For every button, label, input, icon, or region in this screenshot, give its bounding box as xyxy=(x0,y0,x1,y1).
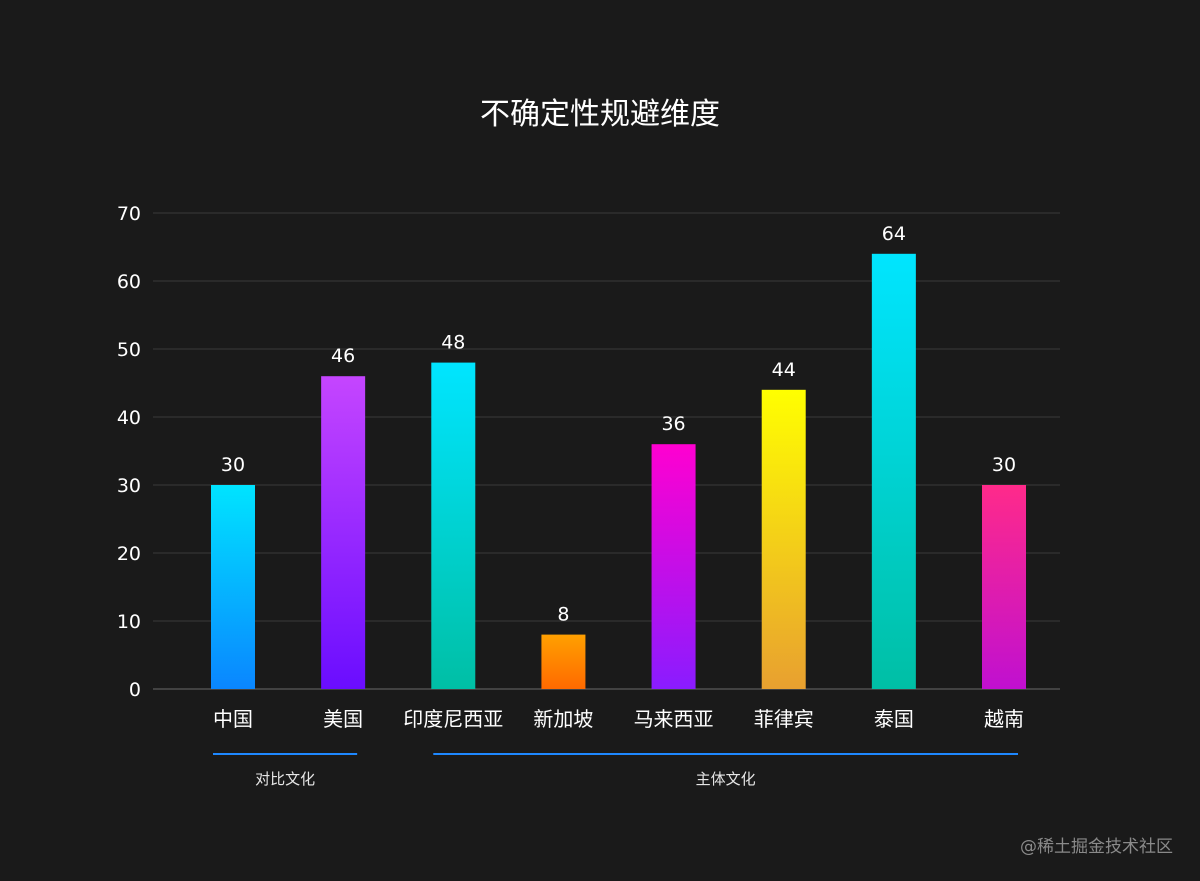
x-tick-label: 美国 xyxy=(323,707,363,731)
y-tick-label: 0 xyxy=(129,679,141,701)
bar-3 xyxy=(431,362,476,689)
chart-title: 不确定性规避维度 xyxy=(480,97,720,132)
x-tick-label: 中国 xyxy=(213,707,253,731)
group-label: 主体文化 xyxy=(696,770,756,788)
y-tick-label: 10 xyxy=(117,611,141,633)
labels-layer: 30 中国 46 美国 48 印度尼西亚 8 新加坡 36 马来西亚 44 菲律宾 64 泰国 30 越南 xyxy=(213,223,1024,731)
y-tick-label: 60 xyxy=(117,271,141,293)
data-label: 48 xyxy=(441,332,465,354)
data-label: 64 xyxy=(882,223,906,245)
x-tick-label: 新加坡 xyxy=(533,707,593,731)
data-label: 30 xyxy=(221,454,245,476)
data-label: 30 xyxy=(992,454,1016,476)
watermark: @稀土掘金技术社区 xyxy=(1020,837,1173,857)
data-label: 36 xyxy=(661,413,685,435)
bar-7 xyxy=(871,253,916,690)
x-tick-label: 印度尼西亚 xyxy=(403,707,503,731)
group-label: 对比文化 xyxy=(255,770,315,788)
bar-5 xyxy=(651,444,696,689)
x-tick-label: 泰国 xyxy=(874,707,914,731)
bar-4 xyxy=(541,634,586,689)
bar-6 xyxy=(761,389,806,689)
y-tick-label: 30 xyxy=(117,475,141,497)
x-tick-label: 马来西亚 xyxy=(634,707,714,731)
bar-8 xyxy=(982,485,1026,689)
data-label: 44 xyxy=(772,359,796,381)
bar-2 xyxy=(321,376,366,689)
bars-layer xyxy=(211,253,1026,690)
data-label: 8 xyxy=(557,604,569,626)
x-tick-label: 越南 xyxy=(984,707,1024,731)
y-tick-label: 70 xyxy=(117,203,141,225)
grid-layer: 0 10 20 30 40 50 60 70 xyxy=(117,203,1060,701)
y-tick-label: 40 xyxy=(117,407,141,429)
y-tick-label: 20 xyxy=(117,543,141,565)
y-tick-label: 50 xyxy=(117,339,141,361)
x-tick-label: 菲律宾 xyxy=(754,707,814,731)
bar-1 xyxy=(211,485,255,689)
data-label: 46 xyxy=(331,345,355,367)
groups-layer: 对比文化 主体文化 xyxy=(213,753,1018,788)
